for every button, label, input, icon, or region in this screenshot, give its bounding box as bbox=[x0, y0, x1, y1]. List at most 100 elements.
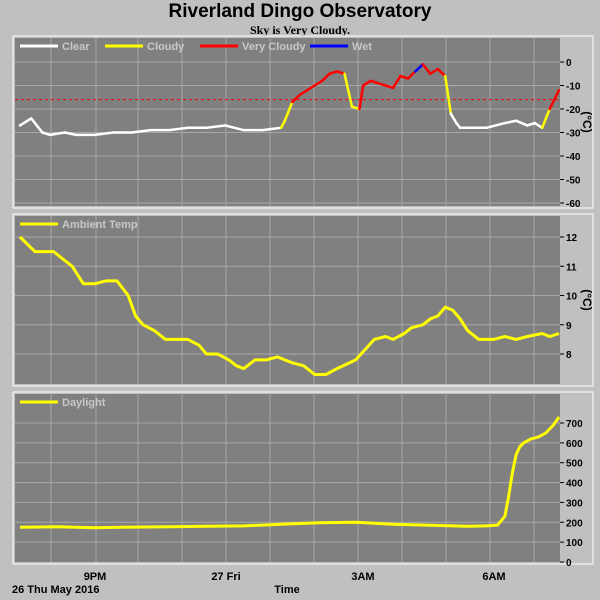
ambient-temperature-line bbox=[18, 235, 560, 376]
y-tick-label: 500 bbox=[566, 459, 583, 470]
x-tick-label: 27 Fri bbox=[211, 571, 240, 583]
sky-line-segment bbox=[305, 84, 316, 92]
sky-line-segment bbox=[449, 112, 458, 125]
ambient-plot-area bbox=[15, 216, 560, 384]
sky-line-segment bbox=[485, 121, 507, 130]
ambient-series-line bbox=[18, 235, 560, 376]
sky-line-segment bbox=[283, 100, 294, 122]
ambient-gridlines bbox=[15, 216, 560, 384]
sky-line-segment bbox=[384, 84, 395, 90]
sky-line-segment bbox=[93, 131, 115, 137]
x-tick-label: 3AM bbox=[351, 571, 374, 583]
sky-temperature-line bbox=[18, 63, 561, 137]
y-tick-label: 8 bbox=[566, 350, 572, 361]
x-axis-tick-labels: 9PM 27 Fri 3AM 6AM bbox=[84, 571, 506, 583]
legend-label: Clear bbox=[62, 41, 90, 53]
y-tick-label: 12 bbox=[566, 233, 578, 244]
sky-line-segment bbox=[358, 84, 365, 111]
y-tick-label: 600 bbox=[566, 439, 583, 450]
daylight-legend: Daylight bbox=[20, 397, 106, 409]
sky-line-segment bbox=[526, 121, 536, 127]
page-title: Riverland Dingo Observatory bbox=[168, 1, 432, 22]
y-tick-label: -50 bbox=[566, 176, 581, 187]
sky-line-segment bbox=[41, 131, 52, 137]
daylight-gridlines bbox=[15, 394, 560, 562]
sky-line-segment bbox=[167, 126, 190, 132]
ambient-panel: 12 11 10 9 8 Ambient Temp (°C) bbox=[12, 213, 594, 387]
sky-line-segment bbox=[436, 67, 447, 78]
sky-line-segment bbox=[421, 63, 432, 75]
sky-line-segment bbox=[29, 117, 44, 134]
sky-y-ticks: 0 -10 -20 -30 -40 -50 -60 bbox=[560, 58, 581, 210]
y-tick-label: -20 bbox=[566, 105, 581, 116]
y-tick-label: 0 bbox=[566, 58, 572, 69]
legend-label: Daylight bbox=[62, 397, 106, 409]
sky-status-subtitle: Sky is Very Cloudy. bbox=[249, 23, 351, 37]
sky-line-segment bbox=[223, 124, 246, 132]
sky-line-segment bbox=[298, 88, 309, 97]
sky-line-segment bbox=[18, 117, 33, 127]
y-tick-label: 100 bbox=[566, 538, 583, 549]
sky-unit-label: (°C) bbox=[580, 111, 594, 132]
legend-label: Ambient Temp bbox=[62, 219, 138, 231]
sky-plot-area bbox=[15, 38, 560, 206]
ambient-legend: Ambient Temp bbox=[20, 219, 138, 231]
sky-line-segment bbox=[291, 93, 301, 104]
y-tick-label: 11 bbox=[566, 262, 577, 273]
sky-line-segment bbox=[261, 126, 283, 132]
sky-line-segment bbox=[328, 70, 339, 75]
sky-legend: Clear Cloudy Very Cloudy Wet bbox=[20, 41, 372, 53]
y-tick-label: 300 bbox=[566, 498, 583, 509]
y-tick-label: -10 bbox=[566, 82, 581, 93]
sky-line-segment bbox=[361, 79, 372, 87]
y-tick-label: 0 bbox=[566, 558, 572, 569]
sky-line-segment bbox=[548, 88, 561, 111]
daylight-y-ticks: 700 600 500 400 300 200 100 0 bbox=[560, 419, 583, 569]
y-tick-label: -40 bbox=[566, 152, 581, 163]
sky-line-segment bbox=[399, 74, 410, 80]
sky-line-segment bbox=[514, 119, 529, 127]
sky-line-segment bbox=[443, 74, 453, 115]
sky-line-segment bbox=[429, 67, 440, 75]
y-tick-label: 700 bbox=[566, 419, 583, 430]
sky-line-segment bbox=[335, 70, 346, 75]
daylight-series-line bbox=[19, 416, 561, 530]
x-axis-title: Time bbox=[274, 584, 299, 596]
sky-line-segment bbox=[313, 79, 324, 87]
ambient-y-ticks: 12 11 10 9 8 bbox=[560, 233, 578, 361]
y-tick-label: 200 bbox=[566, 518, 583, 529]
sky-line-segment bbox=[63, 131, 78, 137]
sky-line-segment bbox=[369, 79, 380, 85]
sky-line-segment bbox=[391, 74, 402, 90]
sky-line-segment bbox=[533, 121, 544, 130]
daylight-line bbox=[19, 416, 561, 530]
sky-line-segment bbox=[414, 63, 425, 73]
y-tick-label: 10 bbox=[566, 292, 578, 303]
y-tick-label: 400 bbox=[566, 479, 583, 490]
legend-label: Very Cloudy bbox=[242, 41, 306, 53]
sky-line-segment bbox=[320, 72, 331, 83]
legend-label: Cloudy bbox=[147, 41, 185, 53]
date-label: 26 Thu May 2016 bbox=[12, 584, 99, 596]
x-tick-label: 9PM bbox=[84, 571, 107, 583]
ambient-unit-label: (°C) bbox=[580, 289, 594, 310]
sky-line-segment bbox=[205, 124, 227, 130]
sky-line-segment bbox=[350, 105, 361, 111]
sky-line-segment bbox=[540, 107, 551, 130]
daylight-plot-area bbox=[15, 394, 560, 562]
legend-label: Wet bbox=[352, 41, 372, 53]
sky-panel: 0 -10 -20 -30 -40 -50 -60 Clear Cloudy Very Clou… bbox=[12, 35, 594, 210]
sky-line-segment bbox=[279, 119, 287, 130]
sky-line-segment bbox=[376, 81, 387, 87]
sky-line-segment bbox=[343, 72, 354, 108]
y-tick-label: -60 bbox=[566, 199, 581, 210]
sky-line-segment bbox=[503, 119, 518, 125]
y-tick-label: -30 bbox=[566, 129, 581, 140]
sky-line-segment bbox=[130, 128, 152, 134]
daylight-panel: 700 600 500 400 300 200 100 0 Daylight bbox=[12, 391, 594, 569]
sky-line-segment bbox=[48, 131, 67, 137]
y-tick-label: 9 bbox=[566, 321, 572, 332]
sky-line-segment bbox=[406, 70, 417, 80]
x-tick-label: 6AM bbox=[482, 571, 505, 583]
